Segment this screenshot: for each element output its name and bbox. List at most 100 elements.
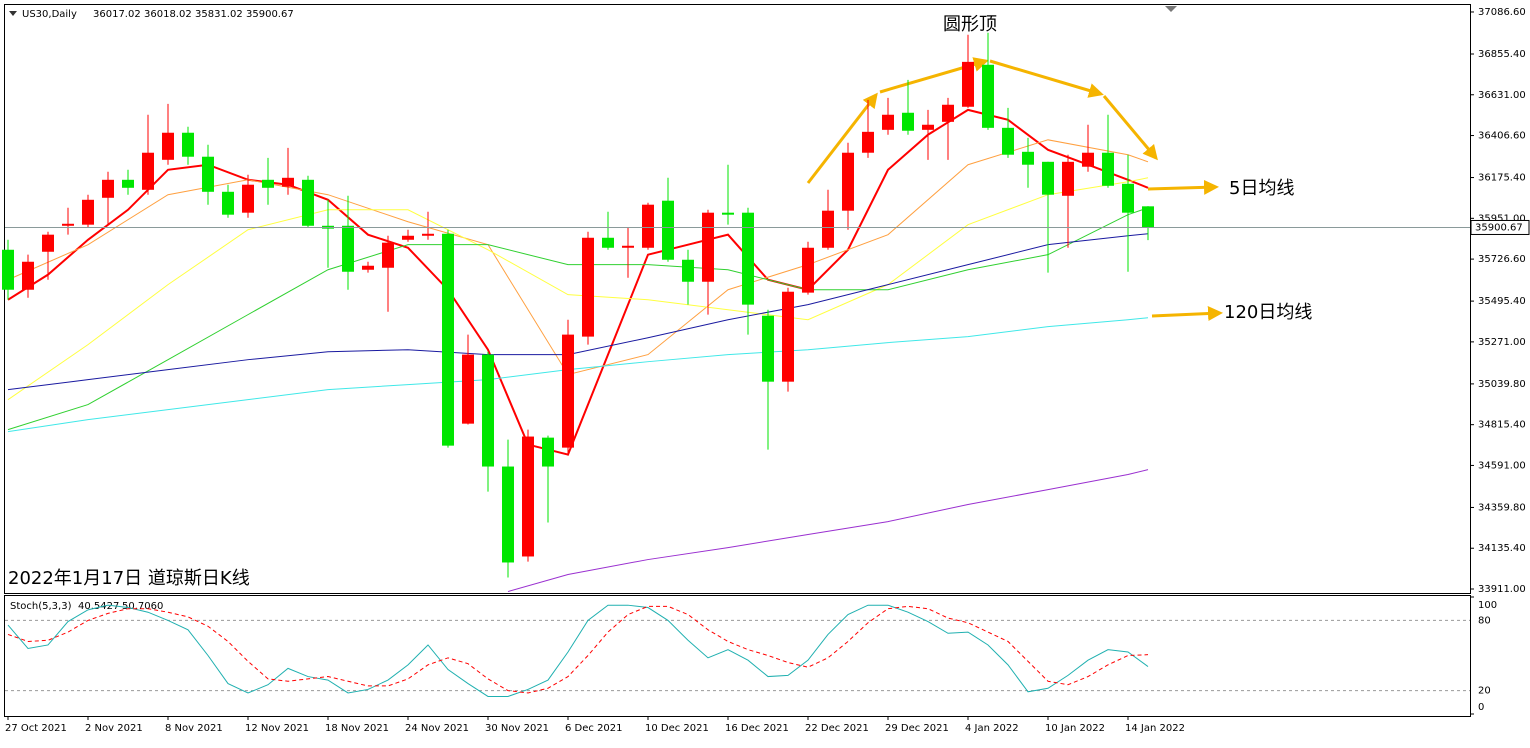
y-tick-label: 80 bbox=[1478, 615, 1491, 626]
candle-body bbox=[542, 437, 554, 467]
y-tick-label: 36175.40 bbox=[1478, 173, 1526, 184]
candle-body bbox=[1142, 206, 1154, 228]
x-tick-label: 18 Nov 2021 bbox=[325, 723, 389, 734]
y-tick-label: 36855.40 bbox=[1478, 49, 1526, 60]
candle-body bbox=[642, 204, 654, 248]
arrow bbox=[989, 59, 1104, 98]
x-tick-label: 27 Oct 2021 bbox=[5, 723, 67, 734]
stoch-panel bbox=[4, 595, 1471, 717]
x-tick-label: 14 Jan 2022 bbox=[1125, 723, 1185, 734]
candle-body bbox=[1042, 161, 1054, 195]
candle-body bbox=[982, 64, 994, 128]
candle-body bbox=[1102, 152, 1114, 186]
candle-body bbox=[282, 177, 294, 187]
price-box bbox=[1470, 219, 1530, 235]
candle-body bbox=[502, 466, 514, 563]
candle-body bbox=[382, 242, 394, 268]
y-tick-label: 0 bbox=[1478, 702, 1484, 713]
stoch-title: Stoch(5,3,3) bbox=[10, 601, 72, 612]
candle-body bbox=[462, 354, 474, 424]
annotation: 120日均线 bbox=[1224, 302, 1312, 323]
y-tick-label: 37086.60 bbox=[1478, 7, 1526, 18]
candle-body bbox=[182, 132, 194, 157]
x-tick-label: 10 Jan 2022 bbox=[1045, 723, 1105, 734]
candle-body bbox=[742, 212, 754, 305]
candle-body bbox=[162, 132, 174, 160]
x-tick-label: 4 Jan 2022 bbox=[965, 723, 1019, 734]
candle-body bbox=[62, 223, 74, 226]
moving-average bbox=[7, 108, 1149, 456]
y-tick-label: 34591.00 bbox=[1478, 460, 1526, 471]
candle-body bbox=[362, 265, 374, 270]
y-tick-label: 36406.60 bbox=[1478, 131, 1526, 142]
x-tick-label: 24 Nov 2021 bbox=[405, 723, 469, 734]
candle-body bbox=[602, 237, 614, 248]
candle-body bbox=[702, 212, 714, 282]
moving-average bbox=[7, 317, 1149, 433]
symbol: US30,Daily bbox=[22, 9, 77, 20]
y-tick-label: 20 bbox=[1478, 686, 1491, 697]
moving-average bbox=[7, 233, 1149, 391]
annotation: 5日均线 bbox=[1229, 178, 1294, 199]
y-tick-label: 35951.00 bbox=[1478, 213, 1526, 224]
candle-body bbox=[222, 191, 234, 215]
candle-body bbox=[822, 210, 834, 248]
candle-body bbox=[1122, 183, 1134, 213]
candle-body bbox=[402, 235, 414, 240]
candle-body bbox=[902, 112, 914, 131]
x-tick-label: 6 Dec 2021 bbox=[565, 723, 623, 734]
stoch-line bbox=[7, 604, 1149, 697]
candle-body bbox=[622, 245, 634, 248]
candle-body bbox=[1002, 127, 1014, 155]
candle-body bbox=[202, 156, 214, 192]
x-tick-label: 29 Dec 2021 bbox=[885, 723, 949, 734]
candle-body bbox=[722, 212, 734, 215]
y-tick-label: 100 bbox=[1478, 600, 1497, 611]
y-tick-label: 35271.00 bbox=[1478, 337, 1526, 348]
candle-body bbox=[442, 233, 454, 446]
ohlc-high: 36018.02 bbox=[144, 9, 192, 20]
y-tick-label: 34815.40 bbox=[1478, 420, 1526, 431]
plot bbox=[2, 32, 1154, 578]
candle-body bbox=[102, 179, 114, 198]
x-tick-label: 22 Dec 2021 bbox=[805, 723, 869, 734]
y-tick-label: 34135.40 bbox=[1478, 543, 1526, 554]
menu-icon[interactable] bbox=[9, 11, 17, 16]
candle-body bbox=[782, 291, 794, 382]
stoch-line bbox=[7, 605, 1149, 694]
chart-caption: 2022年1月17日 道琼斯日K线 bbox=[8, 568, 250, 589]
candle-body bbox=[762, 315, 774, 382]
x-tick-label: 10 Dec 2021 bbox=[645, 723, 709, 734]
stoch-signal-readout: 50.7060 bbox=[122, 601, 163, 612]
main-panel bbox=[4, 4, 1471, 594]
x-tick-label: 30 Nov 2021 bbox=[485, 723, 549, 734]
candle-body bbox=[122, 179, 134, 188]
candle-body bbox=[962, 61, 974, 107]
candle-body bbox=[882, 114, 894, 130]
x-tick-label: 8 Nov 2021 bbox=[165, 723, 223, 734]
candle-body bbox=[82, 199, 94, 225]
candle-body bbox=[1022, 151, 1034, 165]
y-tick-label: 36631.00 bbox=[1478, 90, 1526, 101]
candle-body bbox=[662, 200, 674, 260]
candle-body bbox=[142, 152, 154, 190]
candle-body bbox=[2, 249, 14, 290]
candle-body bbox=[802, 247, 814, 293]
shift-marker[interactable] bbox=[1165, 6, 1177, 12]
candle-body bbox=[342, 225, 354, 272]
candle-body bbox=[22, 261, 34, 290]
annotation: 圆形顶 bbox=[943, 14, 997, 35]
candle-body bbox=[922, 124, 934, 130]
ohlc-low: 35831.02 bbox=[195, 9, 243, 20]
candle-body bbox=[42, 234, 54, 252]
candle-body bbox=[242, 184, 254, 213]
candle-body bbox=[1062, 161, 1074, 196]
candle-body bbox=[682, 259, 694, 282]
candle-body bbox=[482, 354, 494, 467]
arrow bbox=[1102, 95, 1158, 161]
x-tick-label: 16 Dec 2021 bbox=[725, 723, 789, 734]
x-tick-label: 12 Nov 2021 bbox=[245, 723, 309, 734]
candle-body bbox=[842, 152, 854, 211]
